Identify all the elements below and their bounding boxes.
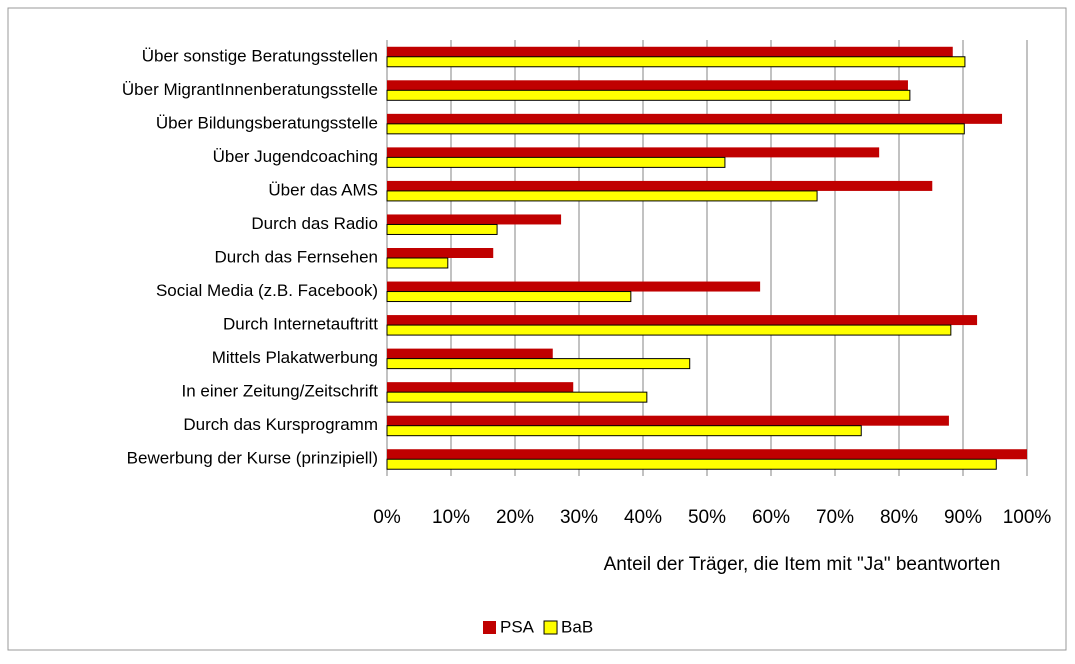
bar (387, 315, 978, 326)
x-tick-label: 90% (944, 507, 982, 528)
bar (387, 281, 761, 292)
legend-label: PSA (500, 617, 535, 636)
x-tick-label: 40% (624, 507, 662, 528)
y-tick-label: Über MigrantInnenberatungsstelle (122, 80, 378, 99)
bar (387, 415, 949, 426)
x-tick-label: 60% (752, 507, 790, 528)
y-tick-label: Über Jugendcoaching (213, 147, 378, 166)
legend-label: BaB (561, 617, 593, 636)
y-tick-label: Über sonstige Beratungsstellen (142, 46, 378, 65)
bar (386, 123, 965, 135)
y-tick-label: Über das AMS (268, 180, 378, 199)
bar (387, 180, 933, 191)
bar (386, 223, 498, 235)
bar (386, 190, 818, 202)
y-tick-label: Über Bildungsberatungsstelle (156, 113, 378, 132)
bar (387, 449, 1027, 460)
x-tick-label: 10% (432, 507, 470, 528)
legend-swatch (543, 620, 558, 635)
x-tick-label: 20% (496, 507, 534, 528)
bar (386, 425, 862, 437)
y-tick-label: Social Media (z.B. Facebook) (156, 281, 378, 300)
bar (386, 324, 952, 336)
y-tick-label: Durch das Kursprogramm (183, 415, 378, 434)
bar (387, 46, 953, 57)
bar (386, 257, 449, 269)
x-tick-label: 70% (816, 507, 854, 528)
y-tick-label: In einer Zeitung/Zeitschrift (181, 382, 378, 401)
bar (387, 348, 553, 359)
bar (386, 391, 648, 403)
x-tick-label: 30% (560, 507, 598, 528)
bar (387, 248, 494, 258)
bar (387, 113, 1003, 124)
x-tick-label: 80% (880, 507, 918, 528)
legend-swatch (483, 621, 496, 634)
y-tick-label: Bewerbung der Kurse (prinzipiell) (127, 449, 378, 468)
bar (387, 80, 908, 91)
x-tick-label: 50% (688, 507, 726, 528)
y-tick-label: Durch Internetauftritt (223, 315, 378, 334)
bar (387, 214, 562, 225)
bar (387, 382, 574, 393)
x-tick-label: 0% (373, 507, 401, 528)
bar (386, 458, 997, 470)
y-tick-label: Mittels Plakatwerbung (212, 348, 378, 367)
bar (386, 56, 966, 68)
bar (387, 147, 880, 158)
bar (386, 156, 726, 168)
x-axis-label: Anteil der Träger, die Item mit "Ja" bea… (604, 554, 1001, 575)
y-tick-label: Durch das Fernsehen (215, 247, 378, 266)
bar (386, 89, 911, 101)
bar (386, 291, 632, 303)
y-tick-label: Durch das Radio (251, 214, 378, 233)
bar (386, 358, 691, 370)
x-tick-label: 100% (1003, 507, 1052, 528)
